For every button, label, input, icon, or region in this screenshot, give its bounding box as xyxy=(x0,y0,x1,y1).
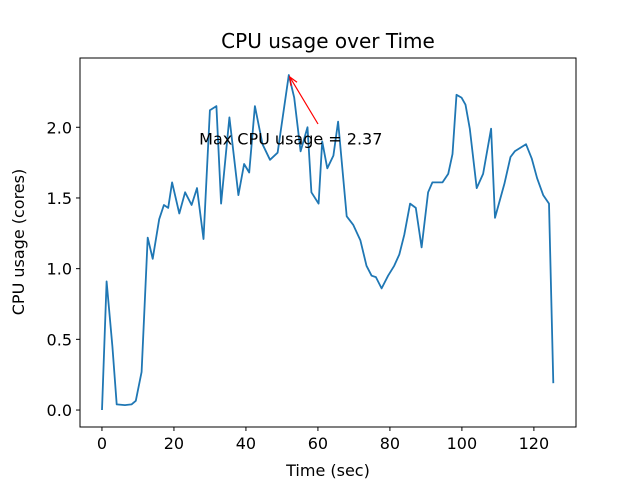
series-line-cpu-usage xyxy=(101,74,555,411)
y-axis: 0.0 0.5 1.0 1.5 2.0 xyxy=(47,118,80,420)
x-tick-label: 100 xyxy=(447,434,478,453)
x-tick-label: 120 xyxy=(519,434,550,453)
x-tick-label: 0 xyxy=(97,434,107,453)
y-tick-label: 0.5 xyxy=(47,330,72,349)
annotation-arrow-head-icon xyxy=(288,75,298,86)
y-tick-label: 2.0 xyxy=(47,118,72,137)
y-tick-label: 0.0 xyxy=(47,401,72,420)
x-axis-label: Time (sec) xyxy=(285,461,370,480)
annotation-arrow xyxy=(289,76,319,125)
x-tick-label: 80 xyxy=(380,434,400,453)
y-tick-label: 1.0 xyxy=(47,260,72,279)
y-axis-label: CPU usage (cores) xyxy=(9,169,28,315)
axes-frame xyxy=(79,57,577,428)
annotation-label: Max CPU usage = 2.37 xyxy=(199,130,382,149)
chart-title: CPU usage over Time xyxy=(221,29,435,53)
x-tick-label: 40 xyxy=(236,434,256,453)
x-tick-label: 60 xyxy=(308,434,328,453)
x-axis: 0 20 40 60 80 100 120 xyxy=(97,427,549,453)
x-tick-label: 20 xyxy=(164,434,184,453)
plot-area xyxy=(101,74,555,411)
y-tick-label: 1.5 xyxy=(47,189,72,208)
annotation: Max CPU usage = 2.37 xyxy=(199,75,382,149)
